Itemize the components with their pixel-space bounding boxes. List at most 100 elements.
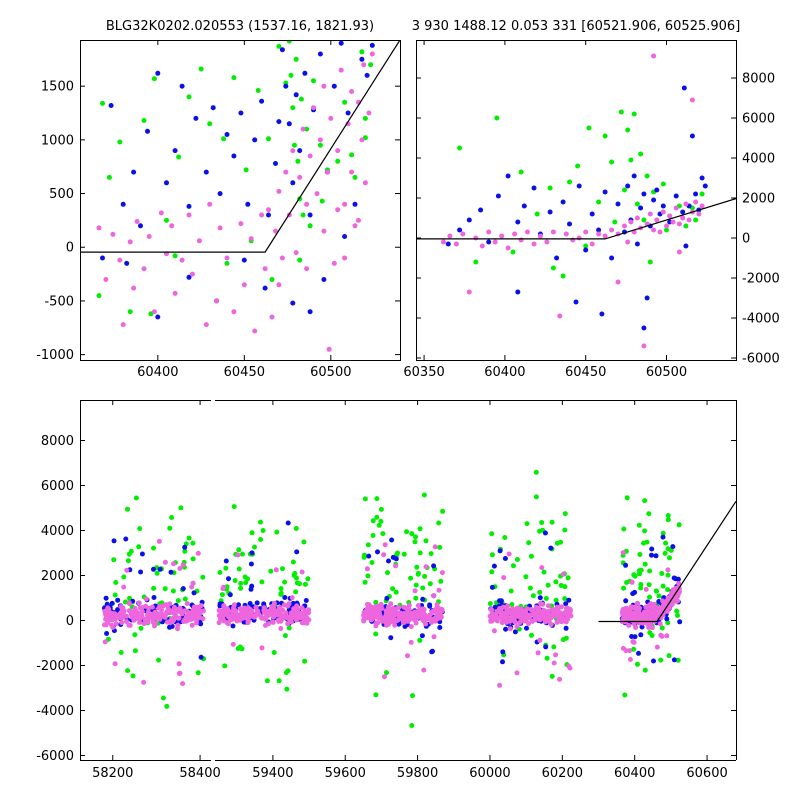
panel-top-right-frame xyxy=(416,40,737,361)
panel-bottom-point-pink xyxy=(629,605,635,611)
panel-bottom-point-green xyxy=(385,570,390,576)
panel-top-right-ytick-label: 8000 xyxy=(742,72,775,87)
panel-top-right-point-pink xyxy=(664,223,669,229)
panel-top-left-point-green xyxy=(198,66,204,72)
panel-bottom-point-green xyxy=(182,596,188,602)
panel-top-right-point-pink xyxy=(576,235,582,241)
panel-top-right-point-pink xyxy=(686,217,692,223)
panel-bottom-point-green xyxy=(427,581,433,587)
panel-bottom-point-green xyxy=(530,593,536,599)
panel-bottom-point-pink xyxy=(175,622,181,628)
panel-bottom-point-green xyxy=(365,573,371,579)
panel-bottom-point-green xyxy=(219,592,225,598)
panel-bottom-point-pink xyxy=(548,622,554,627)
panel-top-left-point-pink xyxy=(273,228,278,234)
panel-top-left-point-blue xyxy=(210,105,216,111)
panel-bottom-point-pink xyxy=(117,612,123,617)
panel-bottom-point-blue xyxy=(675,576,681,582)
panel-top-left-point-blue xyxy=(238,110,244,116)
panel-top-right-point-pink xyxy=(550,229,556,235)
panel-bottom-point-pink xyxy=(118,604,124,610)
panel-bottom-point-pink xyxy=(235,552,241,558)
panel-top-right-point-blue xyxy=(699,175,705,181)
panel-bottom-point-pink xyxy=(109,611,115,617)
panel-bottom-point-pink xyxy=(218,611,224,617)
panel-bottom-point-pink xyxy=(162,559,168,565)
panel-bottom-point-pink xyxy=(143,596,149,602)
panel-bottom-point-pink xyxy=(240,612,245,618)
panel-top-right-point-green xyxy=(583,243,589,249)
panel-bottom-point-pink xyxy=(139,613,145,619)
panel-bottom-point-pink xyxy=(397,610,403,616)
panel-top-left-point-green xyxy=(117,139,123,145)
panel-top-left-point-pink xyxy=(120,322,126,328)
panel-top-right-ticks: 60350 60400 60450 60500 -6000 -4000 -2000 0 2000… xyxy=(403,40,780,380)
panel-bottom-point-green xyxy=(621,585,627,591)
panel-bottom-xtick-label: 59800 xyxy=(397,766,438,781)
panel-bottom-point-blue xyxy=(109,600,115,606)
panel-bottom-point-green xyxy=(217,570,223,575)
panel-bottom-point-pink xyxy=(505,615,511,621)
panel-top-right-point-blue xyxy=(609,255,615,261)
panel-top-left-point-green xyxy=(266,136,271,142)
panel-top-right-point-pink xyxy=(670,219,676,225)
panel-bottom-point-pink xyxy=(306,607,312,613)
panel-top-left-point-pink xyxy=(314,191,320,197)
panel-bottom-point-blue xyxy=(123,536,129,542)
panel-bottom-point-pink xyxy=(156,538,162,544)
panel-top-right-point-pink xyxy=(634,215,640,221)
panel-bottom-point-green xyxy=(175,598,181,604)
panel-bottom-point-green xyxy=(510,563,516,569)
panel-top-left-point-pink xyxy=(321,83,327,89)
panel-bottom-point-green xyxy=(380,531,386,537)
panel-top-left-point-blue xyxy=(245,201,251,207)
panel-top-right-point-blue xyxy=(602,189,608,195)
panel-top-left-xtick-label: 60400 xyxy=(137,365,178,380)
panel-bottom-point-pink xyxy=(528,607,534,612)
panel-bottom-point-pink xyxy=(253,604,259,610)
panel-bottom-point-green xyxy=(417,526,423,532)
panel-bottom-point-green xyxy=(437,544,443,550)
panel-bottom-point-blue xyxy=(563,601,569,607)
panel-bottom-point-pink xyxy=(435,613,440,618)
panel-top-left-point-pink xyxy=(349,89,355,94)
panel-top-right-point-green xyxy=(647,259,653,265)
panel-bottom-point-green xyxy=(195,670,201,676)
panel-bottom-point-pink xyxy=(432,618,438,624)
panel-bottom-point-pink xyxy=(216,620,222,626)
panel-bottom-point-green xyxy=(637,552,643,557)
panel-top-left-title: BLG32K0202.020553 (1537.16, 1821.93) xyxy=(106,19,374,34)
panel-bottom-point-green xyxy=(421,492,427,498)
panel-bottom-point-blue xyxy=(497,598,503,604)
panel-top-right-point-pink xyxy=(589,241,595,247)
panel-bottom-point-pink xyxy=(375,608,381,614)
panel-bottom-point-green xyxy=(660,583,666,589)
panel-bottom-point-pink xyxy=(551,660,557,666)
panel-bottom-point-green xyxy=(390,586,396,592)
panel-top-left-point-blue xyxy=(307,212,313,218)
panel-top-left-point-blue xyxy=(352,201,358,207)
panel-top-right-point-green xyxy=(618,109,624,115)
panel-top-right-ytick-label: 4000 xyxy=(742,152,775,167)
panel-bottom-point-green xyxy=(376,522,382,528)
panel-bottom-point-pink xyxy=(196,614,202,620)
panel-bottom-point-green xyxy=(369,560,375,565)
panel-top-left-point-pink xyxy=(290,148,296,154)
panel-top-left-point-blue xyxy=(108,103,114,108)
panel-bottom-point-blue xyxy=(649,552,654,558)
panel-bottom-point-pink xyxy=(157,616,163,622)
panel-bottom-point-green xyxy=(621,526,627,532)
panel-bottom-point-green xyxy=(646,582,652,588)
panel-bottom-point-green xyxy=(122,599,128,605)
panel-bottom-point-blue xyxy=(542,530,548,536)
panel-bottom-point-pink xyxy=(246,615,252,620)
panel-bottom-point-pink xyxy=(646,621,652,627)
panel-top-left-point-pink xyxy=(189,271,195,277)
panel-top-right-point-green xyxy=(628,157,634,163)
panel-top-left-model-line xyxy=(80,40,400,253)
panel-bottom-point-green xyxy=(436,520,442,526)
panel-bottom-point-green xyxy=(638,567,644,573)
panel-bottom-point-pink xyxy=(388,601,394,607)
panel-bottom-point-green xyxy=(537,589,543,595)
panel-top-right-point-green xyxy=(547,185,553,191)
